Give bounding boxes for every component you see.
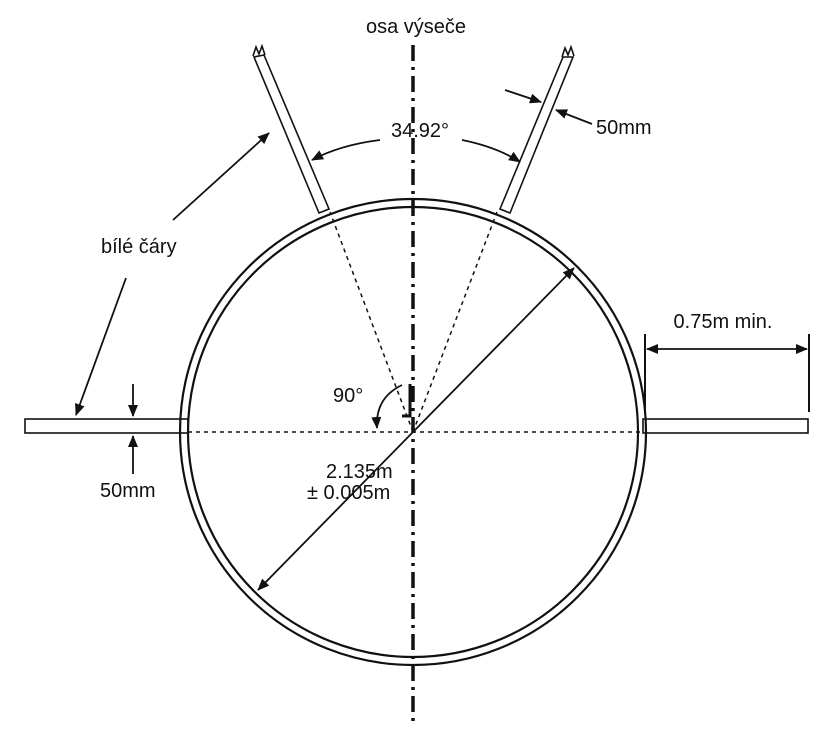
sector-dashed-left bbox=[329, 211, 414, 433]
axis-label: osa výseče bbox=[366, 16, 466, 38]
white-line-right bbox=[642, 418, 809, 434]
lines-leader-lower bbox=[75, 277, 127, 416]
right-angle-label: 90° bbox=[333, 385, 363, 407]
sector-line-right bbox=[498, 44, 575, 215]
right-angle-mark bbox=[402, 384, 412, 418]
width-arrow-right-outer bbox=[504, 89, 542, 104]
clearance-label: 0.75m min. bbox=[674, 311, 773, 333]
diameter-label-line1: 2.135m bbox=[326, 461, 393, 483]
right-angle-arrow bbox=[371, 384, 403, 429]
lines-label: bílé čáry bbox=[101, 236, 177, 258]
sector-dashed-right bbox=[412, 211, 498, 433]
angle-label: 34.92° bbox=[391, 120, 449, 142]
diameter-arrow-down bbox=[257, 431, 414, 591]
angle-arrow-right bbox=[461, 139, 521, 163]
diameter-arrow-up bbox=[412, 267, 575, 433]
width-label-left: 50mm bbox=[100, 480, 156, 502]
sector-line-left bbox=[252, 43, 331, 215]
angle-arrow-left bbox=[311, 139, 381, 161]
lines-leader-upper bbox=[172, 132, 270, 221]
width-arrow-right-inner bbox=[555, 109, 593, 125]
white-line-left bbox=[24, 418, 189, 434]
width-label-right: 50mm bbox=[596, 117, 652, 139]
diameter-label-line2: ± 0.005m bbox=[307, 482, 390, 504]
